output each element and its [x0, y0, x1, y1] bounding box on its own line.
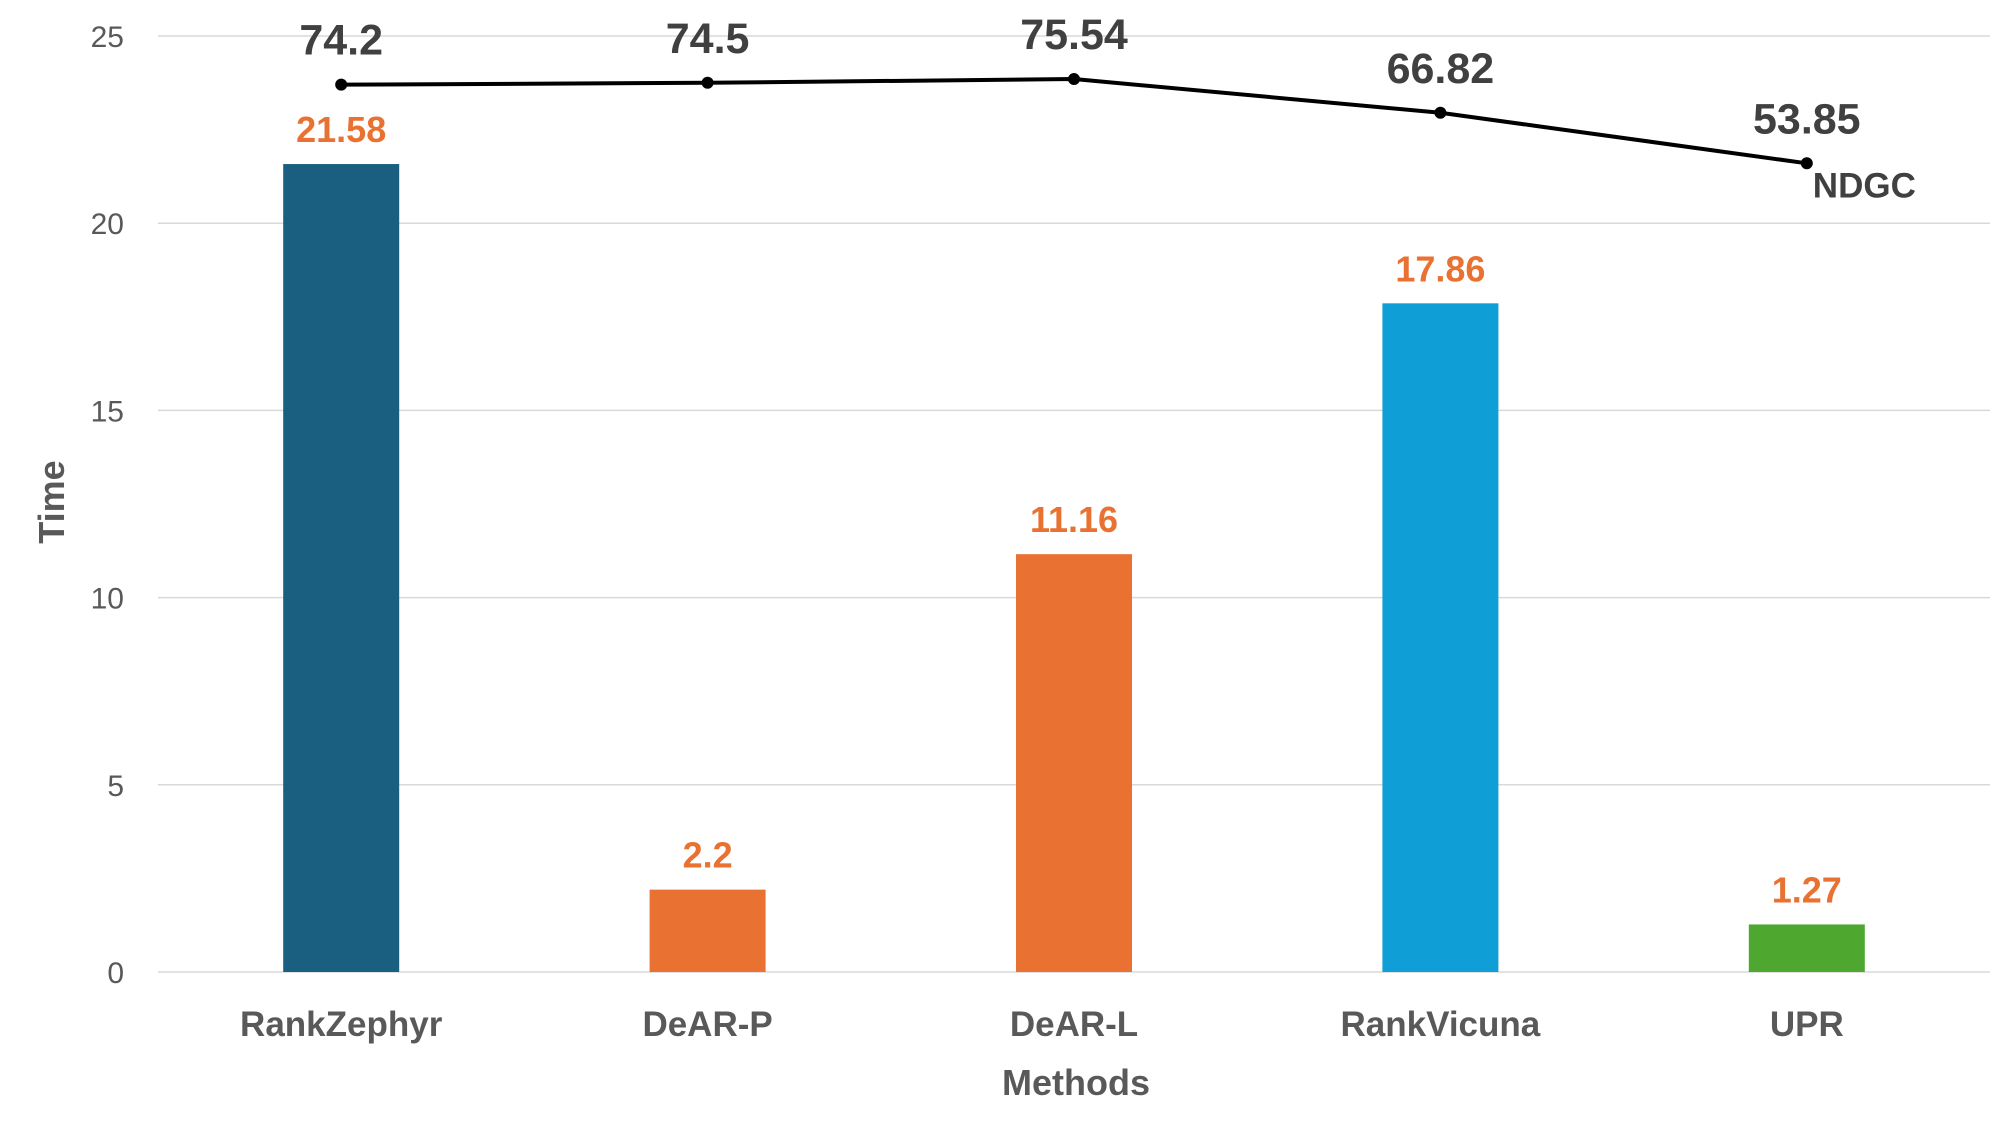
ndgc-point: [1434, 106, 1447, 119]
ndgc-point: [701, 76, 714, 89]
ndgc-line-series: [335, 73, 1813, 170]
ndgc-point: [335, 78, 348, 91]
ndgc-value-label: 74.5: [666, 15, 750, 63]
ndgc-point: [1800, 157, 1813, 170]
bar-value-label: 17.86: [1395, 248, 1485, 289]
x-axis-title: Methods: [1002, 1062, 1150, 1103]
bar-value-label: 1.27: [1772, 869, 1842, 910]
ndgc-series-label: NDGC: [1813, 166, 1916, 205]
bar-value-label: 2.2: [683, 835, 733, 876]
bar-value-label: 11.16: [1030, 499, 1118, 540]
x-category-label: RankVicuna: [1341, 1005, 1541, 1044]
y-tick-label: 25: [91, 21, 124, 54]
y-tick-label: 20: [91, 208, 124, 241]
ndgc-point: [1068, 73, 1080, 86]
y-tick-label: 5: [107, 770, 124, 803]
ndgc-line: [341, 77, 1808, 166]
y-tick-label: 10: [91, 583, 124, 616]
y-tick-label: 0: [107, 957, 124, 990]
bar: [1748, 924, 1865, 972]
bar: [283, 164, 400, 972]
x-category-label: DeAR-L: [1010, 1005, 1138, 1044]
bar: [1016, 554, 1132, 972]
x-category-label: DeAR-P: [642, 1005, 772, 1044]
ndgc-value-label: 74.2: [299, 17, 383, 65]
x-category-label: RankZephyr: [240, 1005, 443, 1044]
ndgc-value-label: 75.54: [1020, 11, 1128, 59]
y-tick-label: 15: [91, 395, 124, 428]
bar-data-labels: 21.58 2.2 11.16 17.86 1.27: [296, 109, 1842, 910]
y-axis-title: Time: [31, 460, 72, 543]
bar: [1382, 303, 1499, 972]
x-category-label: UPR: [1770, 1005, 1844, 1044]
x-axis-categories: RankZephyr DeAR-P DeAR-L RankVicuna UPR: [240, 1005, 1844, 1044]
ndgc-value-label: 66.82: [1387, 45, 1495, 93]
ndgc-value-label: 53.85: [1753, 95, 1861, 143]
bar-value-label: 21.58: [296, 109, 386, 150]
y-axis-ticks: 0 5 10 15 20 25: [91, 21, 124, 990]
line-data-labels: 74.2 74.5 75.54 66.82 53.85 NDGC: [299, 11, 1916, 205]
bar: [649, 889, 766, 972]
bar-series: [283, 164, 1865, 972]
